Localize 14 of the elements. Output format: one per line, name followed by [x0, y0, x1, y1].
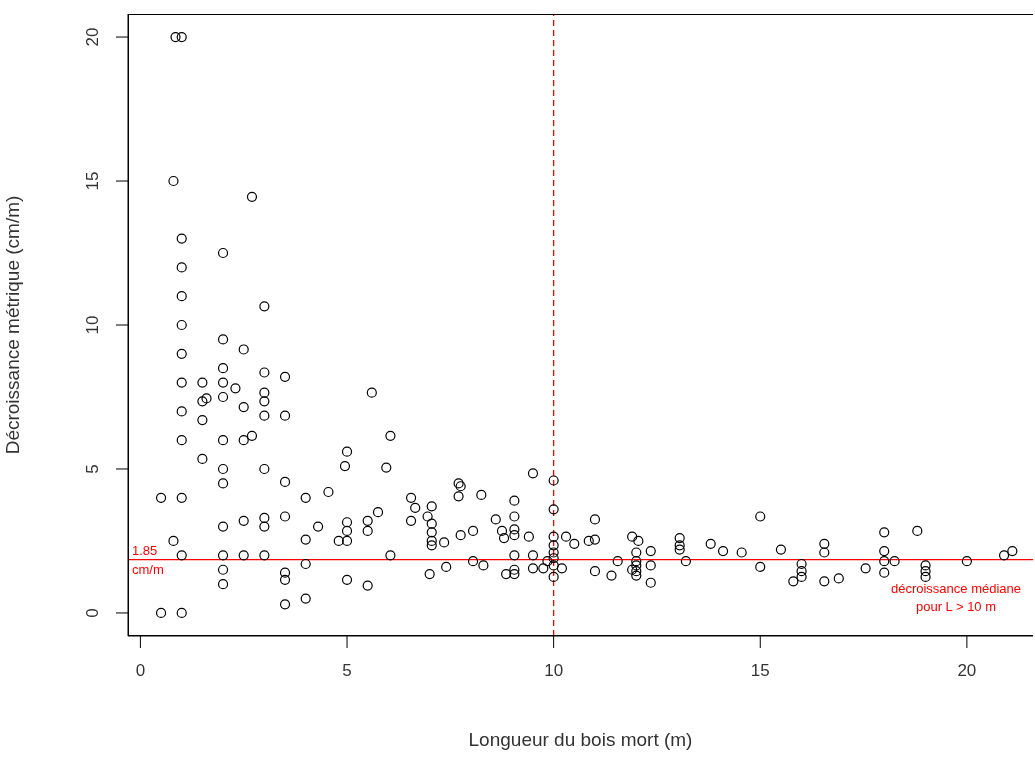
- x-tick-label: 20: [957, 661, 977, 681]
- x-tick-label: 15: [750, 661, 770, 681]
- y-tick-label: 10: [82, 315, 102, 335]
- y-tick-label: 20: [82, 27, 102, 47]
- x-tick-label: 0: [135, 661, 146, 681]
- y-tick-label: 5: [82, 464, 102, 474]
- x-tick-label: 5: [342, 661, 352, 681]
- y-tick-label: 15: [82, 171, 102, 191]
- y-axis-title: Décroissance métrique (cm/m): [1, 195, 23, 455]
- x-axis-title: Longueur du bois mort (m): [468, 729, 693, 750]
- ref-line-label: 1.85 cm/m: [132, 541, 165, 579]
- y-tick-label: 0: [82, 608, 102, 618]
- x-tick-label: 10: [544, 661, 564, 681]
- annotation: décroissance médiane pour L > 10 m: [889, 579, 1023, 616]
